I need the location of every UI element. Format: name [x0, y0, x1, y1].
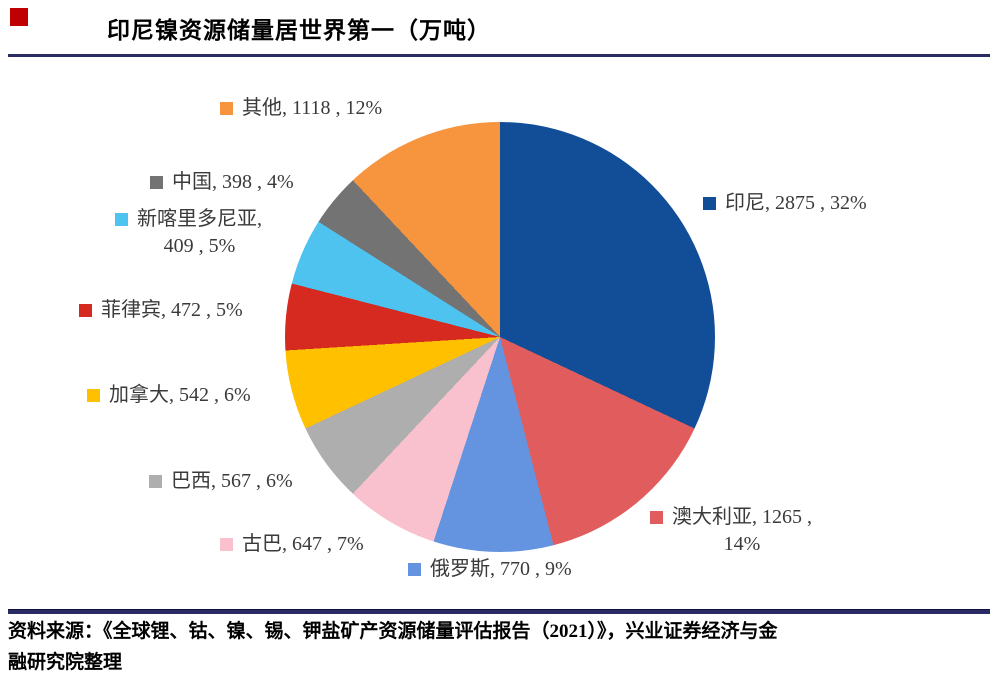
data-label-text: 俄罗斯, 770 , 9% [430, 558, 572, 580]
legend-swatch-australia-icon [650, 511, 663, 524]
data-label-line1: 澳大利亚, 1265 , [672, 506, 812, 528]
data-label-text: 中国, 398 , 4% [172, 171, 294, 193]
data-label-text: 印尼, 2875 , 32% [725, 192, 867, 214]
data-label-line2: 14% [723, 533, 761, 555]
data-label-line1: 新喀里多尼亚, [137, 208, 262, 230]
chart-title: 印尼镍资源储量居世界第一（万吨） [107, 18, 491, 43]
source-note-line1: 资料来源：《全球锂、钴、镍、锡、钾盐矿产资源储量评估报告（2021）》，兴业证券… [8, 621, 778, 642]
legend-swatch-canada-icon [87, 389, 100, 402]
data-label-text: 菲律宾, 472 , 5% [101, 299, 243, 321]
legend-swatch-russia-icon [408, 563, 421, 576]
data-label-text: 新喀里多尼亚, 409 , 5% [137, 206, 262, 260]
legend-swatch-philippines-icon [79, 304, 92, 317]
data-label-brazil: 巴西, 567 , 6% [149, 468, 293, 495]
data-label-china: 中国, 398 , 4% [150, 169, 294, 196]
footer-divider-rule [8, 609, 990, 614]
data-label-text: 其他, 1118 , 12% [242, 97, 383, 119]
data-label-text: 加拿大, 542 , 6% [109, 384, 251, 406]
data-label-text: 古巴, 647 , 7% [242, 533, 364, 555]
legend-swatch-cuba-icon [220, 538, 233, 551]
legend-swatch-brazil-icon [149, 475, 162, 488]
source-note: 资料来源：《全球锂、钴、镍、锡、钾盐矿产资源储量评估报告（2021）》，兴业证券… [8, 616, 989, 678]
data-label-cuba: 古巴, 647 , 7% [220, 531, 364, 558]
data-label-russia: 俄罗斯, 770 , 9% [408, 556, 572, 583]
data-label-line2: 409 , 5% [163, 235, 236, 257]
data-label-text: 巴西, 567 , 6% [171, 470, 293, 492]
legend-swatch-indonesia-icon [703, 197, 716, 210]
source-note-line2: 融研究院整理 [8, 652, 123, 673]
data-label-other: 其他, 1118 , 12% [220, 95, 382, 122]
pie-chart [285, 122, 715, 552]
data-label-canada: 加拿大, 542 , 6% [87, 382, 251, 409]
red-square-marker-icon [10, 8, 28, 26]
data-label-new-caledonia: 新喀里多尼亚, 409 , 5% [115, 206, 262, 260]
legend-swatch-china-icon [150, 176, 163, 189]
data-label-philippines: 菲律宾, 472 , 5% [79, 297, 243, 324]
data-label-text: 澳大利亚, 1265 , 14% [672, 504, 812, 558]
legend-swatch-new-caledonia-icon [115, 213, 128, 226]
data-label-australia: 澳大利亚, 1265 , 14% [650, 504, 812, 558]
data-label-indonesia: 印尼, 2875 , 32% [703, 190, 867, 217]
title-underline-rule [8, 54, 990, 57]
legend-swatch-other-icon [220, 102, 233, 115]
